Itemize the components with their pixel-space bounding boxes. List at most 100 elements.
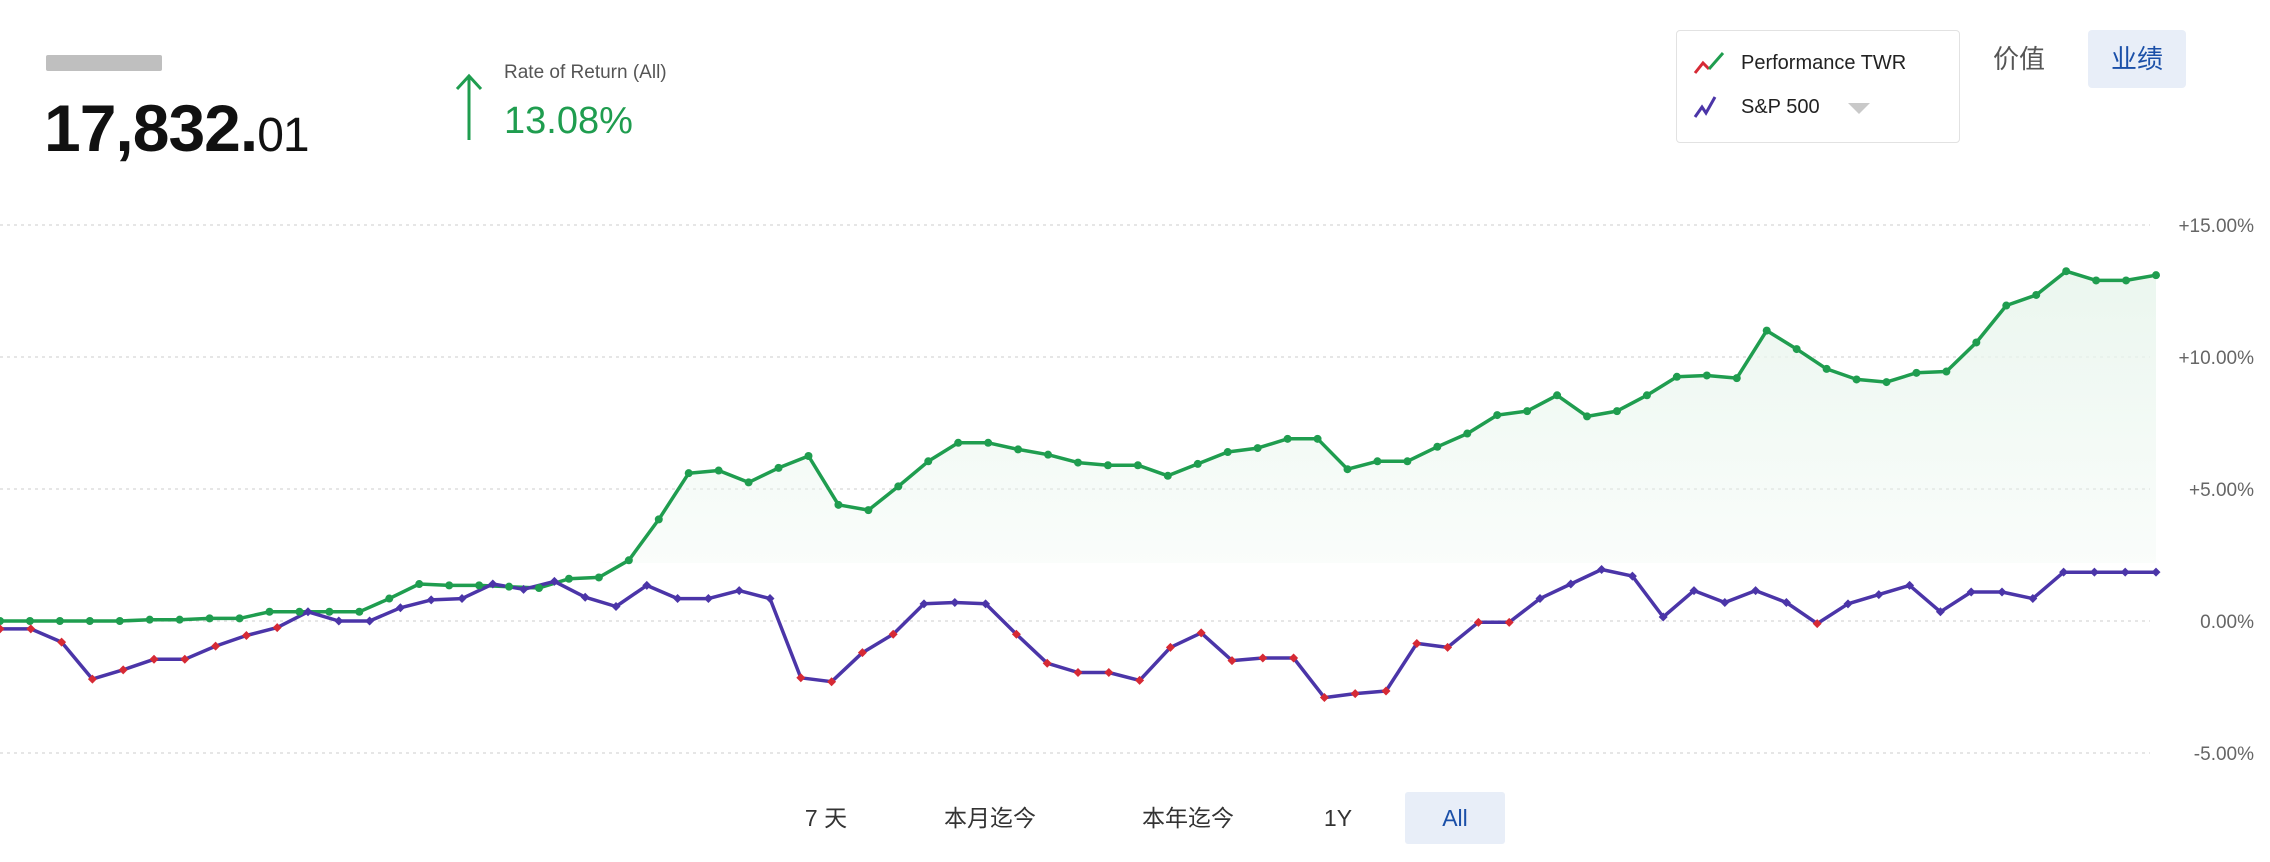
benchmark-point bbox=[1412, 638, 1422, 648]
performance-point bbox=[624, 556, 633, 565]
performance-point bbox=[684, 469, 693, 478]
benchmark-point bbox=[87, 674, 97, 684]
legend-item-benchmark[interactable]: S&P 500 bbox=[1693, 93, 1870, 121]
performance-point bbox=[1852, 375, 1861, 384]
benchmark-point bbox=[796, 673, 806, 683]
performance-point bbox=[145, 615, 154, 624]
y-tick-label: +15.00% bbox=[2178, 216, 2254, 237]
performance-point bbox=[1762, 326, 1771, 335]
performance-point bbox=[1433, 442, 1442, 451]
benchmark-point bbox=[1011, 629, 1021, 639]
performance-point bbox=[1642, 391, 1651, 400]
benchmark-point bbox=[0, 624, 5, 634]
benchmark-point bbox=[1874, 590, 1884, 600]
performance-point bbox=[774, 463, 783, 472]
benchmark-point bbox=[1135, 675, 1145, 685]
benchmark-point bbox=[2120, 567, 2130, 577]
benchmark-point bbox=[1658, 612, 1668, 622]
benchmark-point bbox=[611, 601, 621, 611]
benchmark-point bbox=[1597, 565, 1607, 575]
performance-point bbox=[205, 614, 214, 623]
legend-label-performance: Performance TWR bbox=[1741, 51, 1907, 74]
performance-point bbox=[1103, 461, 1112, 470]
performance-point bbox=[1972, 338, 1981, 347]
performance-point bbox=[924, 457, 933, 466]
range-mtd-button[interactable]: 本月迄今 bbox=[944, 805, 1036, 831]
benchmark-point bbox=[549, 576, 559, 586]
performance-point bbox=[1912, 368, 1921, 377]
y-tick-label: +10.00% bbox=[2178, 348, 2254, 369]
benchmark-point bbox=[272, 623, 282, 633]
performance-point bbox=[1493, 411, 1502, 420]
performance-point bbox=[175, 615, 184, 624]
benchmark-point bbox=[1812, 619, 1822, 629]
performance-point bbox=[1373, 457, 1382, 466]
benchmark-point bbox=[1720, 598, 1730, 608]
performance-point bbox=[894, 482, 903, 491]
range-1y-button[interactable]: 1Y bbox=[1323, 805, 1353, 831]
performance-point bbox=[1223, 448, 1232, 457]
performance-point bbox=[325, 607, 334, 616]
benchmark-line bbox=[0, 567, 2156, 700]
performance-point bbox=[1942, 367, 1951, 376]
benchmark-point bbox=[118, 665, 128, 675]
performance-point bbox=[235, 614, 244, 623]
view-value-button[interactable]: 价值 bbox=[1992, 44, 2045, 74]
benchmark-point bbox=[1319, 693, 1329, 703]
benchmark-point bbox=[2089, 567, 2099, 577]
performance-point bbox=[445, 581, 454, 590]
benchmark-point bbox=[2059, 567, 2069, 577]
line-chart-icon bbox=[1693, 52, 1725, 74]
benchmark-point bbox=[1350, 689, 1360, 699]
benchmark-point bbox=[1258, 653, 1268, 663]
benchmark-point bbox=[1196, 628, 1206, 638]
return-value: 13.08% bbox=[504, 100, 633, 142]
benchmark-point bbox=[2028, 594, 2038, 604]
performance-point bbox=[1553, 391, 1562, 400]
benchmark-point bbox=[580, 592, 590, 602]
range-7d-button[interactable]: 7 天 bbox=[804, 805, 848, 831]
benchmark-point bbox=[703, 594, 713, 604]
performance-point bbox=[475, 581, 484, 590]
performance-point bbox=[1403, 457, 1412, 466]
view-performance-button[interactable]: 业绩 bbox=[2088, 30, 2186, 88]
chart-legend: Performance TWR S&P 500 bbox=[1676, 30, 1960, 143]
benchmark-point bbox=[1997, 587, 2007, 597]
balance-cents: 01 bbox=[257, 109, 309, 162]
legend-item-performance[interactable]: Performance TWR bbox=[1693, 49, 1906, 77]
benchmark-point bbox=[1504, 617, 1514, 627]
performance-point bbox=[1193, 459, 1202, 468]
line-chart-icon bbox=[1693, 96, 1717, 118]
range-all-button[interactable]: All bbox=[1405, 792, 1505, 844]
performance-point bbox=[1702, 371, 1711, 380]
benchmark-point bbox=[26, 624, 36, 634]
benchmark-point bbox=[1535, 594, 1545, 604]
benchmark-point bbox=[1289, 653, 1299, 663]
range-ytd-button[interactable]: 本年迄今 bbox=[1142, 805, 1234, 831]
performance-point bbox=[1732, 374, 1741, 383]
benchmark-point bbox=[241, 631, 251, 641]
performance-point bbox=[1044, 450, 1053, 459]
performance-area bbox=[0, 271, 2156, 563]
performance-point bbox=[1822, 364, 1831, 373]
benchmark-point bbox=[1843, 599, 1853, 609]
benchmark-point bbox=[488, 579, 498, 589]
portfolio-balance: 17,832.01 bbox=[44, 88, 310, 176]
performance-point bbox=[1253, 444, 1262, 453]
benchmark-point bbox=[395, 603, 405, 613]
benchmark-point bbox=[149, 654, 159, 664]
benchmark-point bbox=[1073, 667, 1083, 677]
return-label: Rate of Return (All) bbox=[504, 62, 667, 83]
benchmark-point bbox=[1473, 617, 1483, 627]
benchmark-point bbox=[519, 584, 529, 594]
benchmark-point bbox=[857, 648, 867, 658]
benchmark-point bbox=[211, 641, 221, 651]
performance-point bbox=[535, 584, 543, 592]
performance-point bbox=[1014, 445, 1023, 454]
balance-main: 17,832. bbox=[44, 91, 258, 165]
benchmark-point bbox=[365, 616, 375, 626]
benchmark-point bbox=[827, 677, 837, 687]
benchmark-point bbox=[1227, 656, 1237, 666]
chevron-down-icon[interactable] bbox=[1847, 102, 1870, 114]
performance-point bbox=[25, 617, 34, 625]
